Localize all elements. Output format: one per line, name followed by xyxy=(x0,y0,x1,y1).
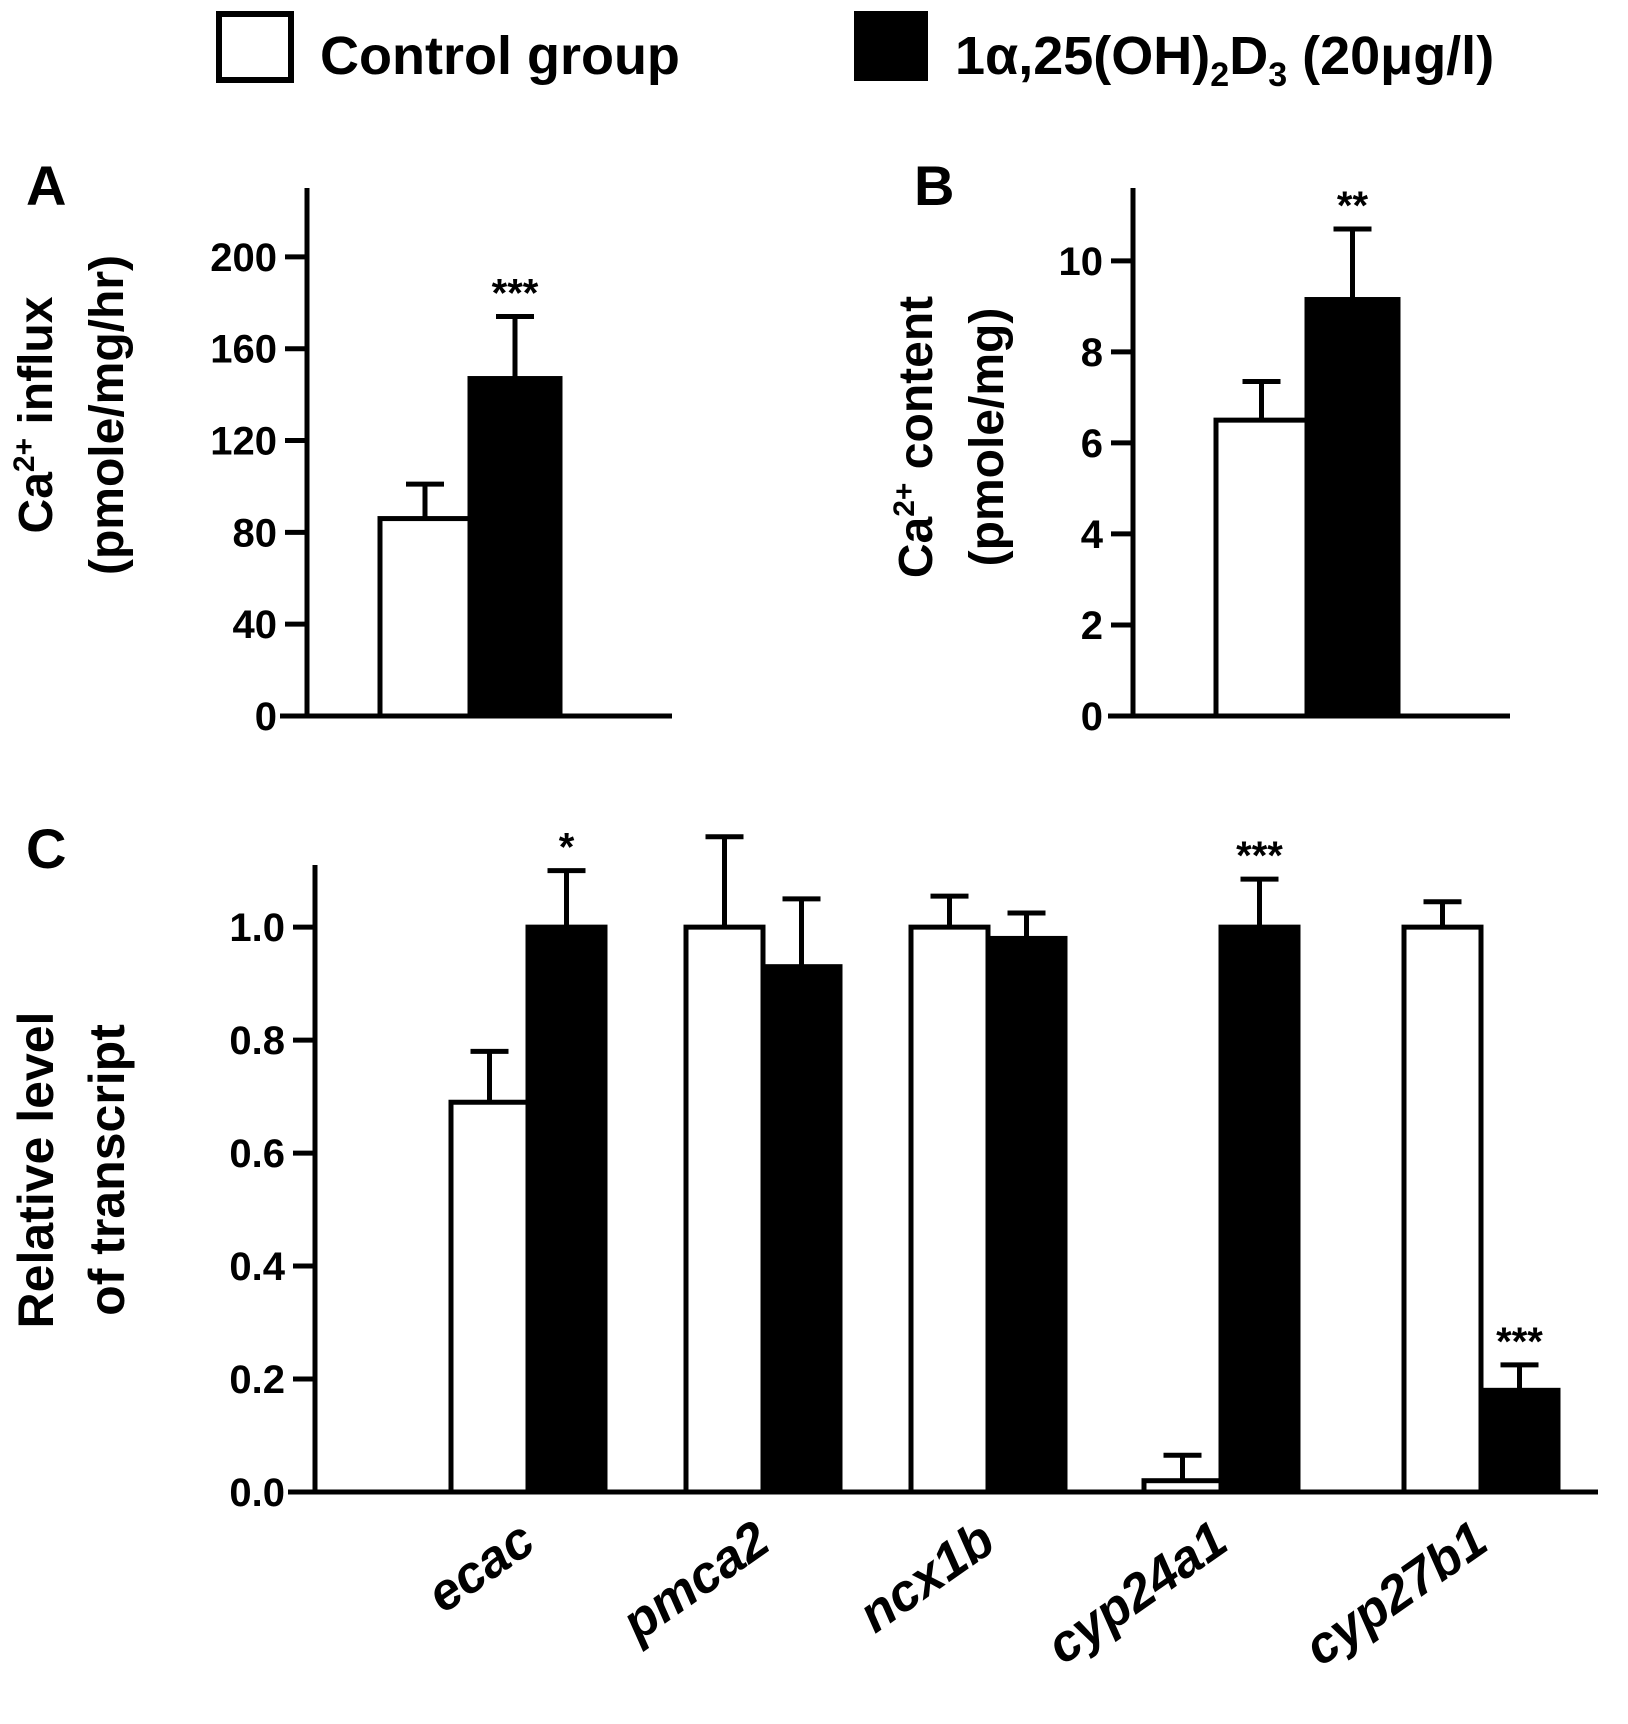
chart-panel-b: Ca2+ content (pmole/mg) 0 2 4 6 8 10 ** xyxy=(888,184,1510,739)
y-axis-label-c-line1: Relative level xyxy=(8,1012,64,1329)
y-tick-label-b: 8 xyxy=(1081,331,1103,375)
legend-swatch-control xyxy=(216,11,294,83)
bar-a-treated xyxy=(467,376,563,719)
y-tick-label-c: 0.6 xyxy=(229,1132,285,1176)
chart-panel-c: Relative level of transcript 0.00.20.40.… xyxy=(8,826,1598,1677)
y-axis-ticks-a: 0 40 80 120 160 200 xyxy=(210,236,307,739)
bar-c-treated xyxy=(985,935,1068,1495)
chart-panel-a: Ca2+ influx (pmole/mg/hr) 0 40 80 120 160 200… xyxy=(8,188,672,739)
y-tick-label-a: 0 xyxy=(255,695,277,739)
bar-c-control xyxy=(683,924,766,1495)
y-axis-label-a-line1: Ca2+ influx xyxy=(8,296,63,533)
legend: Control group 1α,25(OH)2D3 (20μg/l) xyxy=(216,11,1494,94)
y-tick-label-c: 0.4 xyxy=(229,1245,285,1289)
x-category-label-c: cyp24a1 xyxy=(1036,1510,1237,1675)
x-category-label-c: pmca2 xyxy=(610,1510,780,1653)
significance-label-b: ** xyxy=(1337,184,1369,228)
y-axis-label-b-line1: Ca2+ content xyxy=(888,296,943,578)
panel-letter-a: A xyxy=(26,154,66,217)
bar-c-treated xyxy=(1218,924,1301,1495)
y-axis-label-b-line2: (pmole/mg) xyxy=(961,308,1014,567)
y-tick-label-a: 120 xyxy=(210,420,277,464)
significance-label-c: *** xyxy=(1496,1320,1543,1364)
y-tick-label-a: 80 xyxy=(233,511,278,555)
y-axis-label-c-line2: of transcript xyxy=(79,1024,135,1316)
bars-c: * ******ecac pmca2 ncx1b cyp24a1 cyp27b1 xyxy=(417,826,1561,1677)
y-tick-label-b: 10 xyxy=(1059,240,1104,284)
y-axis-ticks-b: 0 2 4 6 8 10 xyxy=(1059,240,1133,739)
bars-b: ** xyxy=(1213,184,1401,719)
bar-c-control xyxy=(908,924,991,1495)
bar-a-control xyxy=(377,516,473,719)
y-tick-label-b: 0 xyxy=(1081,695,1103,739)
y-tick-label-b: 6 xyxy=(1081,422,1103,466)
bar-b-treated xyxy=(1304,297,1401,719)
panel-letter-b: B xyxy=(914,154,954,217)
y-tick-label-a: 40 xyxy=(233,603,278,647)
y-tick-label-a: 160 xyxy=(210,328,277,372)
x-category-label-c: ncx1b xyxy=(848,1510,1004,1644)
y-tick-label-c: 0.0 xyxy=(229,1471,285,1515)
y-tick-label-c: 1.0 xyxy=(229,906,285,950)
bar-c-control xyxy=(1401,924,1484,1495)
y-tick-label-c: 0.8 xyxy=(229,1019,285,1063)
legend-label-treated: 1α,25(OH)2D3 (20μg/l) xyxy=(955,26,1494,94)
y-tick-label-a: 200 xyxy=(210,236,277,280)
bar-c-treated xyxy=(1478,1387,1561,1495)
y-tick-label-b: 4 xyxy=(1081,513,1104,557)
significance-label-c: *** xyxy=(1236,834,1283,878)
y-tick-label-c: 0.2 xyxy=(229,1358,285,1402)
significance-label-a: *** xyxy=(492,272,539,316)
x-category-label-c: cyp27b1 xyxy=(1294,1510,1498,1677)
x-category-label-c: ecac xyxy=(417,1510,545,1624)
bar-c-treated xyxy=(525,924,608,1495)
bar-c-treated xyxy=(760,964,843,1495)
bars-a: *** xyxy=(377,272,563,719)
panel-letter-c: C xyxy=(26,817,66,880)
bar-b-control xyxy=(1213,417,1310,719)
bar-c-control xyxy=(448,1099,531,1495)
y-tick-label-b: 2 xyxy=(1081,604,1103,648)
y-axis-ticks-c: 0.0 0.2 0.4 0.6 0.8 1.0 xyxy=(229,906,315,1515)
legend-swatch-treated xyxy=(854,11,928,81)
legend-label-control: Control group xyxy=(320,26,680,86)
y-axis-label-a-line2: (pmole/mg/hr) xyxy=(81,255,134,575)
significance-label-c: * xyxy=(559,826,575,870)
